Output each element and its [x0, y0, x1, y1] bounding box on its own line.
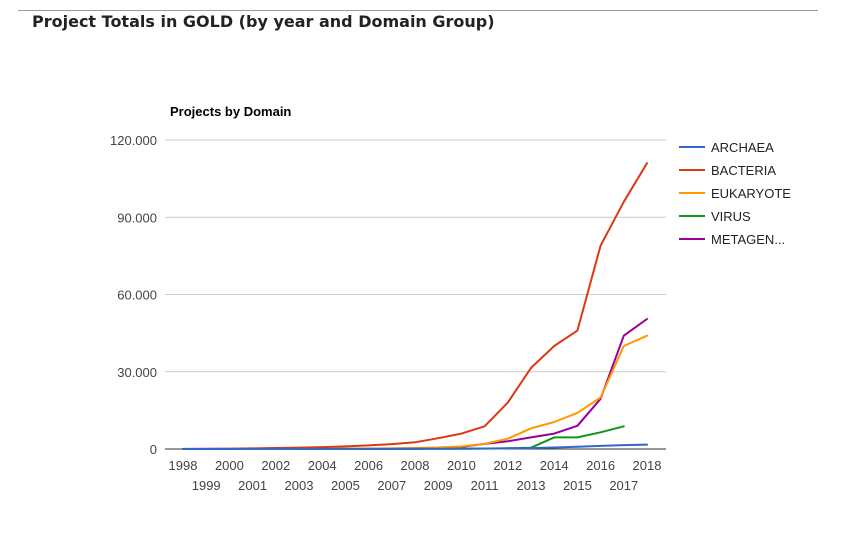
series-line-eukaryote [182, 334, 648, 450]
x-tick-label: 2005 [331, 478, 360, 493]
legend-item[interactable]: BACTERIA [679, 163, 776, 178]
x-tick-label: 2000 [215, 458, 244, 473]
legend-item[interactable]: EUKARYOTE [679, 186, 791, 201]
y-axis-ticks: 0 30.000 60.000 90.000 120.000 [110, 133, 157, 457]
panel-title: Project Totals in GOLD (by year and Doma… [32, 12, 495, 31]
x-tick-label: 2003 [285, 478, 314, 493]
x-tick-label: 2001 [238, 478, 267, 493]
x-tick-label: 2013 [517, 478, 546, 493]
x-tick-label: 2014 [540, 458, 569, 473]
y-tick-label: 60.000 [117, 288, 157, 303]
x-tick-label: 1998 [169, 458, 198, 473]
x-tick-label: 2004 [308, 458, 337, 473]
y-tick-label: 120.000 [110, 133, 157, 148]
gridlines [165, 139, 666, 450]
chart-title: Projects by Domain [170, 104, 291, 119]
x-tick-label: 1999 [192, 478, 221, 493]
x-tick-label: 2007 [377, 478, 406, 493]
legend-label: BACTERIA [711, 163, 776, 178]
legend: ARCHAEA BACTERIA EUKARYOTE VIRUS METAGEN... [679, 140, 791, 247]
legend-label: METAGEN... [711, 232, 785, 247]
x-tick-label: 2017 [609, 478, 638, 493]
x-tick-label: 2009 [424, 478, 453, 493]
series-line-bacteria [182, 162, 648, 450]
x-axis-ticks: 1998 1999 2000 2001 2002 2003 2004 2005 2006 2007… [169, 458, 662, 493]
x-tick-label: 2010 [447, 458, 476, 473]
y-tick-label: 30.000 [117, 365, 157, 380]
line-chart: Projects by Domain 0 30.000 60.000 90.000 12… [110, 104, 791, 493]
series-line-virus [182, 425, 625, 450]
x-tick-label: 2011 [471, 478, 499, 493]
legend-label: ARCHAEA [711, 140, 774, 155]
legend-item[interactable]: METAGEN... [679, 232, 785, 247]
y-tick-label: 90.000 [117, 210, 157, 225]
legend-item[interactable]: VIRUS [679, 209, 751, 224]
legend-label: EUKARYOTE [711, 186, 791, 201]
title-divider [18, 10, 818, 11]
x-tick-label: 2016 [586, 458, 615, 473]
x-tick-label: 2012 [493, 458, 522, 473]
x-tick-label: 2008 [401, 458, 430, 473]
series-line-metagen [182, 318, 648, 450]
legend-label: VIRUS [711, 209, 751, 224]
chart-container: Projects by Domain 0 30.000 60.000 90.000 12… [18, 38, 818, 541]
x-tick-label: 2015 [563, 478, 592, 493]
legend-item[interactable]: ARCHAEA [679, 140, 774, 155]
series-lines [182, 162, 648, 450]
x-tick-label: 2018 [633, 458, 662, 473]
x-tick-label: 2006 [354, 458, 383, 473]
y-tick-label: 0 [150, 442, 157, 457]
x-tick-label: 2002 [261, 458, 290, 473]
series-line-archaea [182, 443, 648, 450]
